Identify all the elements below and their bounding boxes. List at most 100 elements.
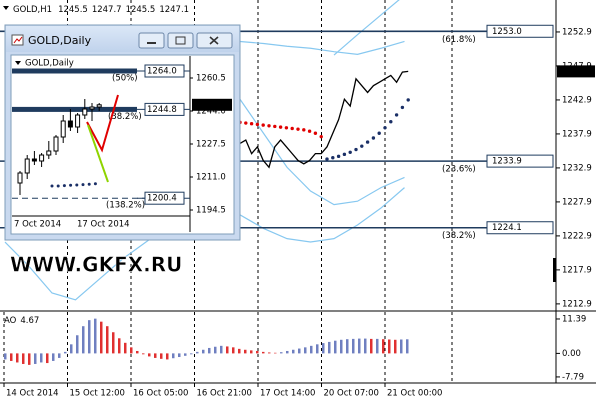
ao-bar	[394, 339, 397, 354]
window-icon-line	[13, 36, 23, 44]
ao-bar	[292, 349, 295, 354]
ao-bar	[382, 339, 385, 354]
inset-y-tick-label: 1260.5	[196, 74, 226, 84]
ao-bar	[76, 335, 79, 354]
ao-bar	[346, 339, 349, 354]
ao-bar	[406, 339, 409, 354]
candle-body	[53, 136, 59, 152]
ao-bar	[34, 353, 37, 364]
ao-bar	[58, 353, 61, 358]
x-tick-label: 20 Oct 07:00	[324, 389, 379, 399]
ao-bar	[118, 338, 121, 354]
inset-level-percent: (38.2%)	[108, 112, 142, 122]
inset-dot	[50, 184, 54, 188]
ao-bar	[100, 321, 103, 354]
ao-bar	[310, 345, 313, 354]
sar-dot	[348, 150, 352, 154]
inset-dot	[81, 183, 85, 187]
y-tick-label: 1212.9	[562, 299, 592, 309]
candle-body	[82, 108, 88, 116]
inset-dot	[93, 182, 97, 186]
inset-level-percent: (138.2%)	[106, 201, 145, 211]
fib-price-box	[486, 221, 554, 235]
inset-current-label: 1247.1	[196, 100, 226, 110]
ao-bar	[190, 353, 193, 355]
inset-dot	[87, 182, 91, 186]
high: 1247.7	[92, 5, 122, 15]
inset-y-tick-label: 1244.0	[196, 107, 226, 117]
ao-bar	[148, 353, 151, 357]
close-icon	[209, 36, 219, 45]
ao-bar	[274, 352, 277, 354]
inset-level-bar	[12, 68, 137, 74]
sar-dot	[319, 134, 323, 139]
sar-dot	[278, 125, 283, 129]
ao-bar	[202, 349, 205, 354]
ao-bar	[400, 339, 403, 354]
maximize-icon	[175, 36, 186, 45]
zigzag-line	[86, 94, 119, 153]
sar-dot	[383, 126, 387, 130]
inset-y-tick-label: 1227.5	[196, 140, 226, 150]
candle-body	[31, 158, 37, 162]
y-tick-label: 1227.9	[562, 197, 592, 207]
ao-bar	[232, 347, 235, 354]
ao-bar	[358, 338, 361, 354]
sar-dot	[331, 156, 335, 160]
ao-bar	[250, 350, 253, 354]
sar-dot	[365, 140, 370, 144]
inset-menu-arrow[interactable]	[15, 61, 21, 65]
minimize-button[interactable]	[138, 32, 165, 49]
sar-dot	[394, 113, 399, 117]
y-tick-label: 1252.9	[562, 27, 592, 37]
ao-bar	[376, 338, 379, 354]
inset-dot	[69, 183, 73, 187]
ao-bar	[94, 318, 97, 354]
sar-dot	[336, 154, 341, 159]
ao-bar	[238, 348, 241, 354]
ao-bar	[112, 332, 115, 354]
x-tick-label: 14 Oct 2014	[6, 389, 59, 399]
sar-dot	[302, 128, 306, 132]
ao-panel: AO 4.67	[3, 312, 453, 383]
x-tick-label: 15 Oct 12:00	[70, 389, 125, 399]
inset-plot: (50%) 1264.0 (38.2%) 1244.8 (138.2%)1200.4	[12, 64, 190, 211]
ao-bar	[334, 340, 337, 354]
inset-price-label: 1200.4	[147, 194, 177, 204]
ao-bar	[286, 350, 289, 354]
ao-bar	[196, 351, 199, 354]
sar-dot	[354, 147, 358, 152]
maximize-button[interactable]	[167, 32, 194, 49]
ao-y-tick-label: 11.39	[562, 314, 586, 324]
menu-arrow[interactable]	[3, 6, 9, 10]
ao-bar	[46, 353, 49, 364]
inset-dot	[56, 184, 60, 188]
sar-dot	[371, 136, 376, 140]
sar-dot	[313, 131, 318, 135]
ao-bar	[28, 353, 31, 365]
fib-price-label: 1233.9	[492, 157, 522, 167]
candle-body	[89, 106, 95, 110]
fib-price-box	[486, 24, 554, 38]
ao-bar	[4, 353, 7, 360]
ao-bar	[70, 344, 73, 354]
candle-body	[39, 154, 45, 162]
symbol: GOLD,H1	[13, 5, 52, 15]
ao-y-tick-label: -7.79	[562, 372, 584, 382]
fib-price-label: 1253.0	[492, 27, 522, 37]
open: 1245.5	[58, 5, 88, 15]
ao-bar	[130, 347, 133, 354]
sar-dot	[273, 124, 277, 129]
ao-bar	[328, 341, 331, 354]
trend-line	[87, 124, 109, 183]
ao-bar	[208, 347, 211, 354]
sar-dot	[290, 126, 294, 131]
candle-body	[67, 120, 73, 128]
y-tick-label: 1217.9	[562, 265, 592, 275]
candle-body	[24, 158, 30, 174]
ao-bar	[304, 347, 307, 354]
ao-bar	[268, 352, 271, 354]
ao-bar	[142, 353, 145, 355]
scroll-marker	[553, 258, 556, 282]
